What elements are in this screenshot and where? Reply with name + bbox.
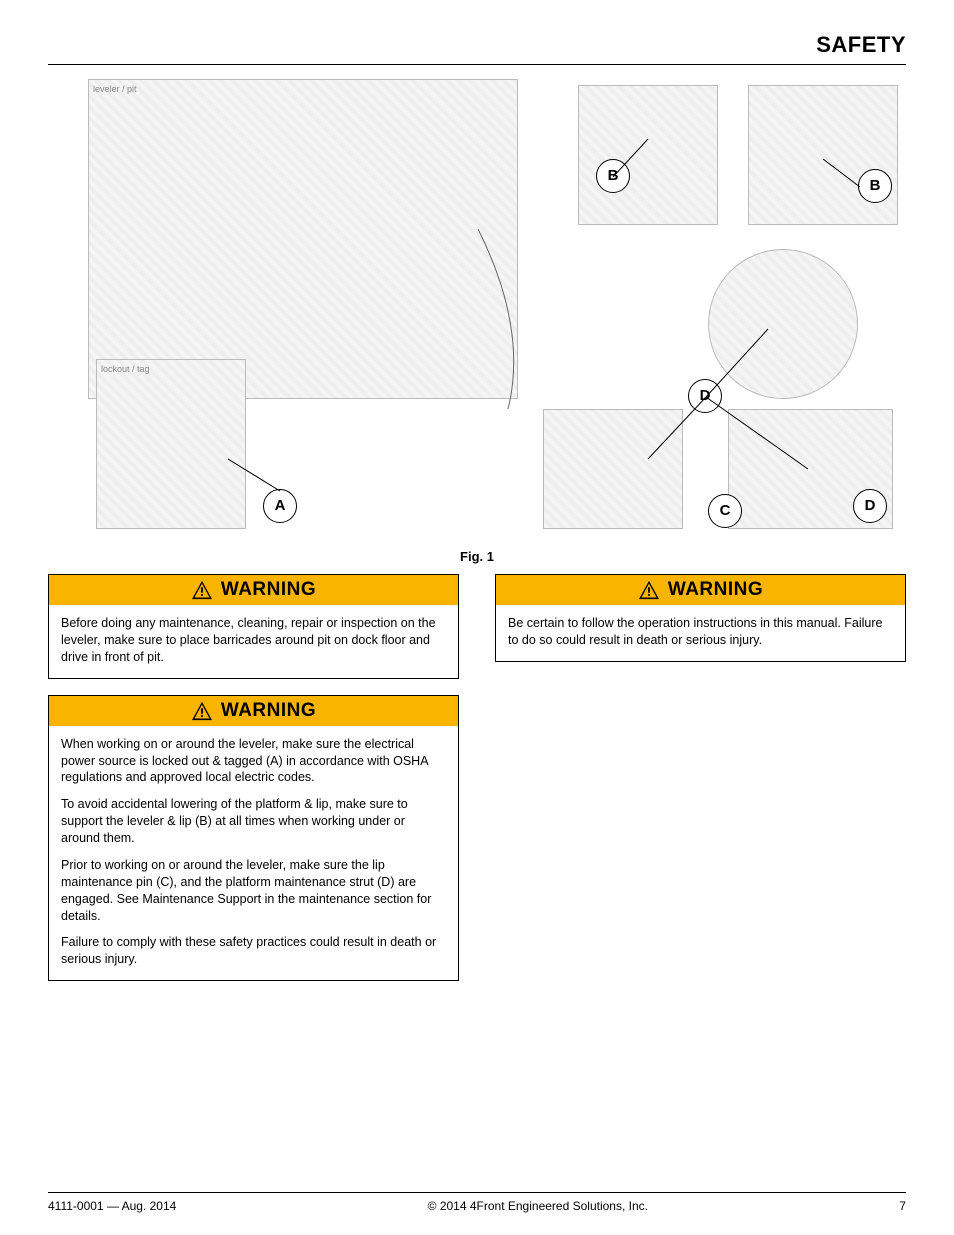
warning-paragraph: Be certain to follow the operation instr… xyxy=(508,615,893,649)
warning-paragraph: Before doing any maintenance, cleaning, … xyxy=(61,615,446,666)
illustration-leveler-pit: leveler / pit xyxy=(88,79,518,399)
footer-pagenum: 7 xyxy=(899,1199,906,1213)
footer-copyright: © 2014 4Front Engineered Solutions, Inc. xyxy=(428,1199,648,1213)
warning-box-lockout: WARNING When working on or around the le… xyxy=(48,695,459,982)
warning-paragraph: Prior to working on or around the levele… xyxy=(61,857,446,925)
warning-paragraph: When working on or around the leveler, m… xyxy=(61,736,446,787)
warning-paragraph: To avoid accidental lowering of the plat… xyxy=(61,796,446,847)
illustration-strut-socket xyxy=(543,409,683,529)
warning-paragraph: Failure to comply with these safety prac… xyxy=(61,934,446,968)
callout-b-1: B xyxy=(596,159,630,193)
figure-caption: Fig. 1 xyxy=(48,549,906,564)
warning-heading: WARNING xyxy=(49,696,458,726)
warning-heading: WARNING xyxy=(49,575,458,605)
warning-heading: WARNING xyxy=(496,575,905,605)
warning-heading-text: WARNING xyxy=(668,579,763,601)
callout-d-1: D xyxy=(688,379,722,413)
warning-icon xyxy=(191,580,213,600)
illustration-hinge xyxy=(748,85,898,225)
warning-body: When working on or around the leveler, m… xyxy=(49,726,458,981)
warning-body: Be certain to follow the operation instr… xyxy=(496,605,905,661)
illustration-lip-angle xyxy=(578,85,718,225)
warning-icon xyxy=(638,580,660,600)
illustration-strut-circle xyxy=(708,249,858,399)
callout-d-2: D xyxy=(853,489,887,523)
callout-c: C xyxy=(708,494,742,528)
warning-box-operation: WARNING Be certain to follow the operati… xyxy=(495,574,906,662)
warning-body: Before doing any maintenance, cleaning, … xyxy=(49,605,458,678)
warning-heading-text: WARNING xyxy=(221,700,316,722)
page-footer: 4111-0001 — Aug. 2014 © 2014 4Front Engi… xyxy=(48,1192,906,1213)
warning-icon xyxy=(191,701,213,721)
illustration-lockout-box: lockout / tag xyxy=(96,359,246,529)
warning-heading-text: WARNING xyxy=(221,579,316,601)
illustration-label: lockout / tag xyxy=(101,364,150,374)
warning-box-barricades: WARNING Before doing any maintenance, cl… xyxy=(48,574,459,679)
section-title: SAFETY xyxy=(48,32,906,65)
callout-b-2: B xyxy=(858,169,892,203)
illustration-label: leveler / pit xyxy=(93,84,137,94)
callout-a: A xyxy=(263,489,297,523)
figure-area: leveler / pit lockout / tag A B B C D D xyxy=(48,79,906,539)
footer-docid: 4111-0001 — Aug. 2014 xyxy=(48,1199,176,1213)
